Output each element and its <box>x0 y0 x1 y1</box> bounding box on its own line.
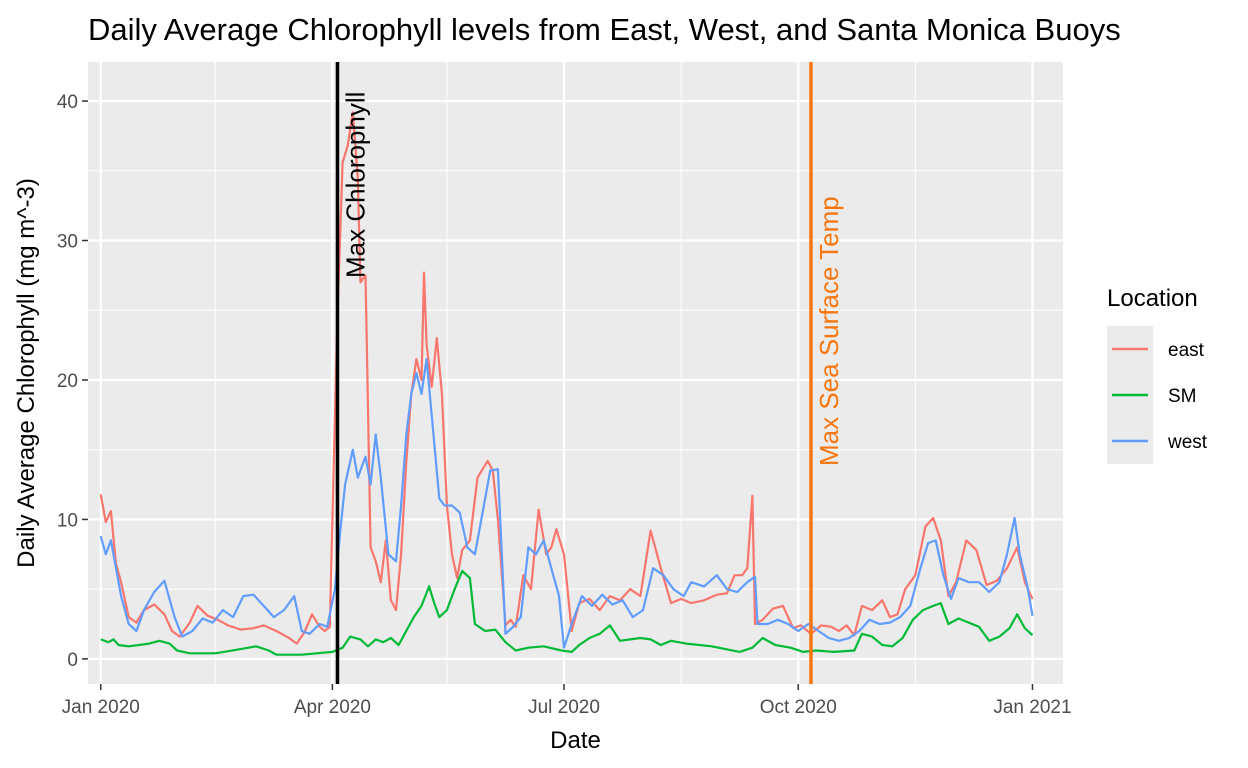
series-line-SM <box>100 569 1034 656</box>
x-tick-label: Jan 2020 <box>62 697 140 718</box>
reference-line-label-2: Max Sea Surface Temp <box>814 196 844 466</box>
y-axis-title: Daily Average Chlorophyll (mg m^-3) <box>13 178 40 568</box>
x-tick-label: Jan 2021 <box>993 697 1071 718</box>
x-tick-label: Jul 2020 <box>528 697 600 718</box>
series-layer <box>99 111 1034 656</box>
y-tick-label: 30 <box>57 232 78 253</box>
plot-panel <box>88 62 1063 684</box>
x-tick-label: Oct 2020 <box>760 697 837 718</box>
reference-line-label-1: Max Chlorophyll <box>341 92 371 278</box>
y-tick-label: 20 <box>57 371 78 392</box>
legend-label-SM: SM <box>1168 386 1197 407</box>
legend: Location east SM west <box>1107 285 1208 464</box>
series-line-west <box>99 358 1034 649</box>
y-tick-label: 0 <box>67 650 78 671</box>
x-tick-label: Apr 2020 <box>294 697 371 718</box>
grid-major <box>88 62 1063 684</box>
x-axis-title: Date <box>550 727 601 754</box>
chart-title: Daily Average Chlorophyll levels from Ea… <box>88 12 1121 47</box>
legend-title: Location <box>1107 285 1198 312</box>
legend-label-west: west <box>1167 432 1208 453</box>
y-axis: 0 10 20 30 40 <box>57 92 88 671</box>
reference-lines: Max Chlorophyll Max Sea Surface Temp <box>335 62 844 684</box>
y-tick-label: 10 <box>57 510 78 531</box>
x-axis: Jan 2020 Apr 2020 Jul 2020 Oct 2020 Jan 2021 <box>62 684 1072 718</box>
y-tick-label: 40 <box>57 92 78 113</box>
legend-label-east: east <box>1168 340 1205 361</box>
grid-minor <box>88 62 1063 684</box>
